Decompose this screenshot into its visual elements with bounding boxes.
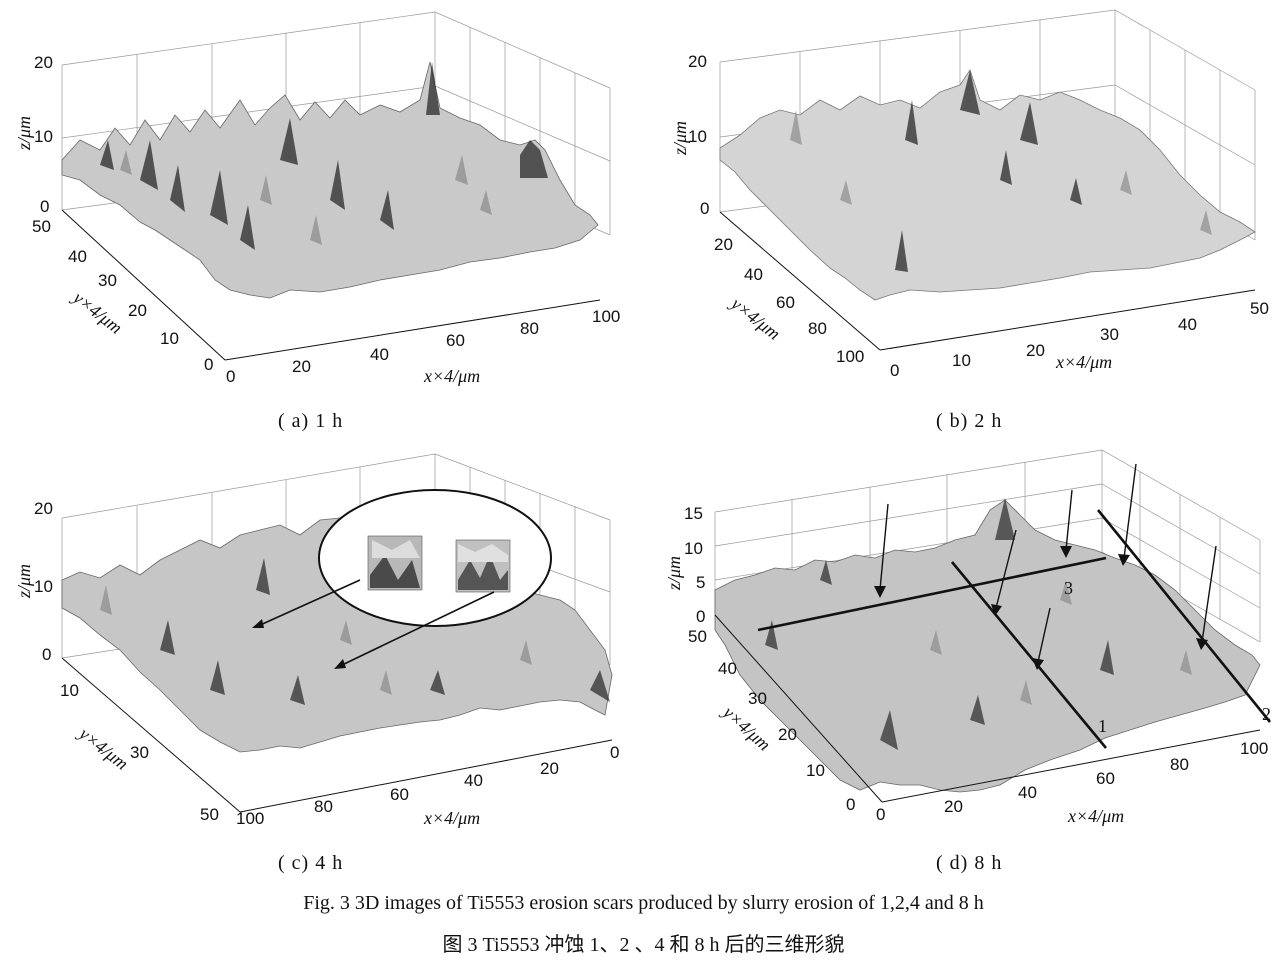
section-lines	[757, 509, 1272, 749]
x-tick: 40	[1178, 315, 1197, 334]
y-tick: 40	[744, 265, 763, 284]
section-line-label: 2	[1262, 704, 1271, 724]
y-tick: 30	[98, 271, 117, 290]
y-tick: 50	[200, 805, 219, 824]
x-tick: 0	[610, 743, 619, 762]
x-tick: 20	[944, 797, 963, 816]
x-tick: 80	[314, 797, 333, 816]
y-axis-label: y×4/μm	[74, 722, 132, 774]
y-tick: 0	[846, 795, 855, 814]
y-tick: 20	[714, 235, 733, 254]
y-tick: 60	[776, 293, 795, 312]
x-axis-label: x×4/μm	[1067, 806, 1124, 826]
callout-ellipse	[318, 489, 552, 627]
x-tick: 60	[446, 331, 465, 350]
x-axis-label: x×4/μm	[423, 366, 480, 386]
y-axis-label: y×4/μm	[718, 701, 775, 755]
section-line-label: 3	[1064, 578, 1073, 598]
y-tick: 10	[806, 761, 825, 780]
z-tick: 10	[34, 577, 53, 596]
x-tick: 10	[952, 351, 971, 370]
x-tick: 30	[1100, 325, 1119, 344]
figure-caption-chinese: 图 3 Ti5553 冲蚀 1、2 、4 和 8 h 后的三维形貌	[442, 934, 845, 956]
x-tick: 80	[520, 319, 539, 338]
panel-a: 20 10 0 z/μm 50 40 30 20 10 0 y×4/μm 0 2…	[0, 0, 640, 440]
panel-d: 1 2 3 15 10 5 0 z/μm 50 40	[640, 440, 1287, 880]
z-tick: 20	[34, 499, 53, 518]
x-tick: 60	[1096, 769, 1115, 788]
erosion-surface	[61, 61, 599, 299]
pointer-arrows	[879, 463, 1217, 663]
callout-arrows	[257, 579, 495, 667]
y-tick: 40	[68, 247, 87, 266]
z-axis-label: z/μm	[664, 556, 684, 591]
y-tick: 0	[204, 355, 213, 374]
x-tick: 50	[1250, 299, 1269, 318]
x-axis-label: x×4/μm	[423, 808, 480, 828]
surface-plot-d: 1 2 3 15 10 5 0 z/μm 50 40	[664, 449, 1272, 826]
y-tick: 10	[60, 681, 79, 700]
x-tick: 0	[226, 367, 235, 386]
z-tick: 10	[688, 127, 707, 146]
x-tick: 20	[292, 357, 311, 376]
surface-plot-b: 20 10 0 z/μm 20 40 60 80 100 y×4/μm 0 10…	[670, 9, 1269, 380]
x-tick: 60	[390, 785, 409, 804]
subfigure-caption: ( d) 8 h	[936, 852, 1003, 874]
y-tick: 20	[778, 725, 797, 744]
z-axis-label: z/μm	[14, 116, 34, 151]
surface-plot-c: 20 10 0 z/μm 10 30 50 y×4/μm 100 80 60 4…	[14, 453, 619, 828]
surface-peaks	[765, 498, 1114, 750]
x-tick: 40	[1018, 783, 1037, 802]
x-tick: 0	[890, 361, 899, 380]
x-tick: 0	[876, 805, 885, 824]
erosion-surface	[719, 69, 1256, 301]
z-tick: 5	[696, 573, 705, 592]
surface-plot-a: 20 10 0 z/μm 50 40 30 20 10 0 y×4/μm 0 2…	[14, 11, 620, 386]
z-tick: 20	[688, 52, 707, 71]
z-axis-label: z/μm	[670, 121, 690, 156]
x-tick: 100	[592, 307, 620, 326]
z-tick: 0	[700, 199, 709, 218]
panel-c: 20 10 0 z/μm 10 30 50 y×4/μm 100 80 60 4…	[0, 440, 640, 880]
figure-caption-english: Fig. 3 3D images of Ti5553 erosion scars…	[303, 892, 984, 914]
z-tick: 0	[42, 645, 51, 664]
panel-b: 20 10 0 z/μm 20 40 60 80 100 y×4/μm 0 10…	[640, 0, 1287, 440]
x-axis-label: x×4/μm	[1055, 352, 1112, 372]
x-tick: 20	[540, 759, 559, 778]
y-tick: 30	[130, 743, 149, 762]
subfigure-caption: ( b) 2 h	[936, 410, 1003, 432]
x-tick: 100	[1240, 739, 1268, 758]
z-axis-label: z/μm	[14, 564, 34, 599]
section-line-label: 1	[1098, 716, 1107, 736]
x-tick: 100	[236, 809, 264, 828]
x-tick: 80	[1170, 755, 1189, 774]
subfigure-caption: ( a) 1 h	[278, 410, 344, 432]
y-tick: 50	[688, 627, 707, 646]
surface-peaks	[895, 70, 1082, 272]
y-tick: 40	[718, 659, 737, 678]
y-tick: 30	[748, 689, 767, 708]
subfigure-caption: ( c) 4 h	[278, 852, 344, 874]
y-tick: 10	[160, 329, 179, 348]
z-tick: 0	[696, 607, 705, 626]
x-tick: 40	[370, 345, 389, 364]
z-tick: 15	[684, 504, 703, 523]
erosion-surface	[714, 499, 1261, 793]
surface-peaks	[100, 62, 548, 250]
x-tick: 40	[464, 771, 483, 790]
z-tick: 20	[34, 53, 53, 72]
y-tick: 100	[836, 347, 864, 366]
y-tick: 20	[128, 301, 147, 320]
x-tick: 20	[1026, 341, 1045, 360]
z-tick: 10	[34, 127, 53, 146]
z-tick: 10	[684, 539, 703, 558]
z-tick: 0	[40, 197, 49, 216]
y-tick: 80	[808, 319, 827, 338]
y-axis-label: y×4/μm	[68, 286, 126, 338]
y-tick: 50	[32, 217, 51, 236]
